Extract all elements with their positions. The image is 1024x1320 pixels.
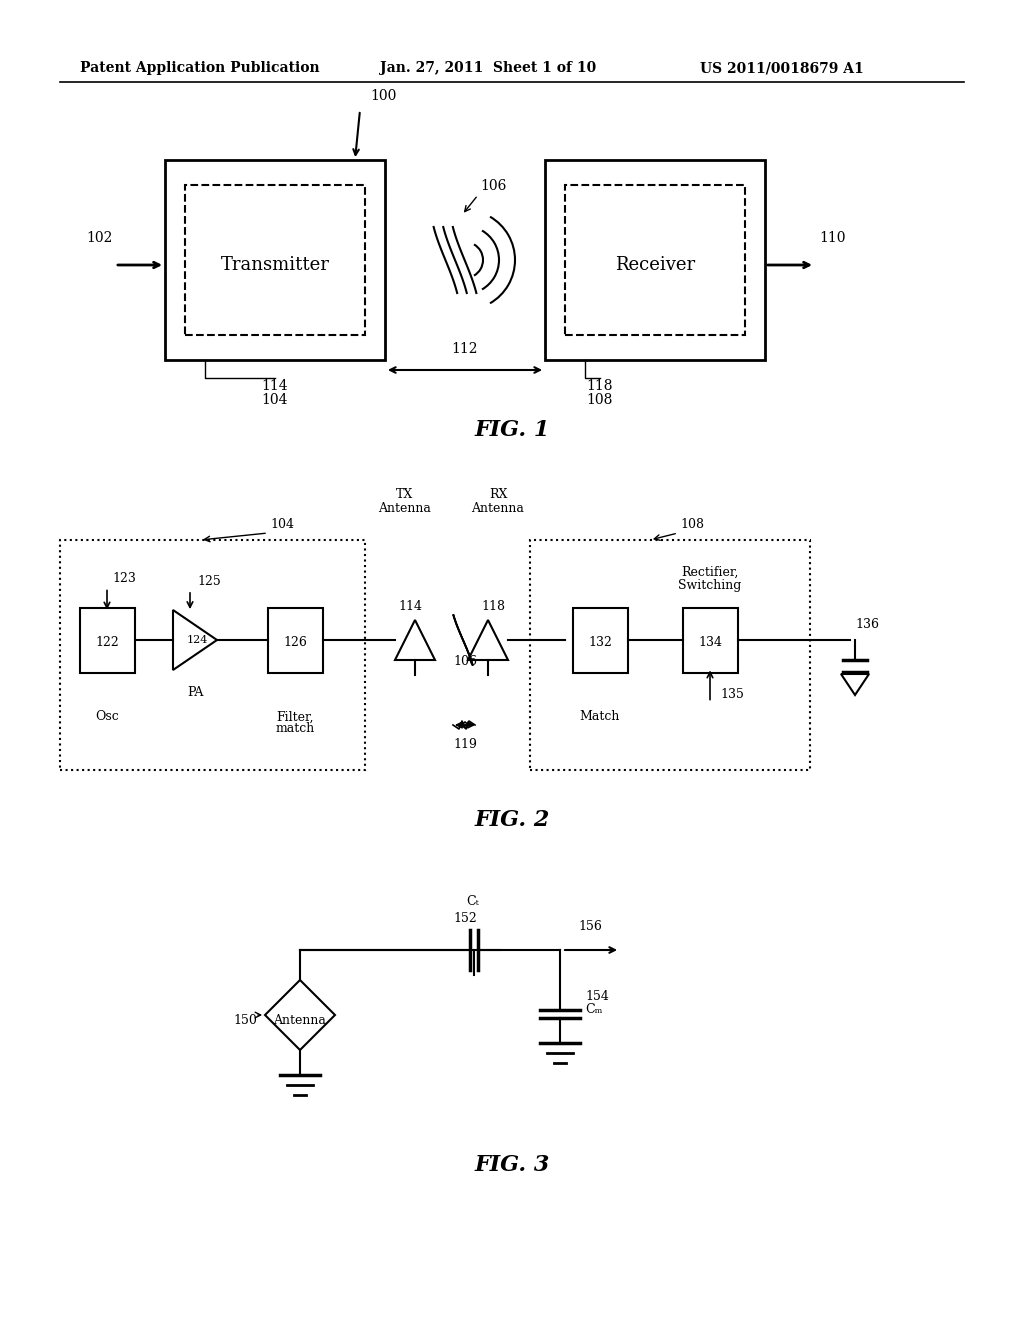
Bar <box>80 607 134 672</box>
Text: Switching: Switching <box>678 579 741 591</box>
Text: 106: 106 <box>453 655 477 668</box>
Polygon shape <box>265 979 335 1049</box>
Text: 152: 152 <box>454 912 477 925</box>
FancyBboxPatch shape <box>545 160 765 360</box>
Text: 118: 118 <box>481 601 505 612</box>
Polygon shape <box>173 610 217 671</box>
Text: 108: 108 <box>680 517 705 531</box>
Text: match: match <box>275 722 314 735</box>
Text: 108: 108 <box>587 393 613 407</box>
Text: Jan. 27, 2011  Sheet 1 of 10: Jan. 27, 2011 Sheet 1 of 10 <box>380 61 596 75</box>
Polygon shape <box>841 675 869 696</box>
Text: Osc: Osc <box>95 710 119 723</box>
Text: 122: 122 <box>95 636 119 649</box>
Text: 112: 112 <box>452 342 478 356</box>
Text: Antenna: Antenna <box>472 502 524 515</box>
Text: Match: Match <box>580 710 621 723</box>
Bar <box>572 607 628 672</box>
Text: Transmitter: Transmitter <box>220 256 330 275</box>
Text: 106: 106 <box>480 180 507 193</box>
Text: 124: 124 <box>186 635 208 645</box>
Text: Rectifier,: Rectifier, <box>681 566 738 579</box>
Text: Receiver: Receiver <box>615 256 695 275</box>
FancyBboxPatch shape <box>165 160 385 360</box>
Text: 119: 119 <box>453 738 477 751</box>
Text: 118: 118 <box>587 379 613 393</box>
Text: Antenna: Antenna <box>379 502 431 515</box>
Text: Cₜ: Cₜ <box>467 895 479 908</box>
Bar <box>185 185 365 335</box>
Text: FIG. 2: FIG. 2 <box>474 809 550 832</box>
Text: RX: RX <box>488 488 507 502</box>
Text: 135: 135 <box>720 688 743 701</box>
Text: 150: 150 <box>233 1014 257 1027</box>
Text: 100: 100 <box>370 88 396 103</box>
Text: TX: TX <box>396 488 414 502</box>
Text: 110: 110 <box>820 231 846 246</box>
Text: FIG. 3: FIG. 3 <box>474 1154 550 1176</box>
Text: 154: 154 <box>585 990 609 1003</box>
Text: 114: 114 <box>398 601 422 612</box>
Text: 102: 102 <box>87 231 114 246</box>
Text: Cₘ: Cₘ <box>585 1003 602 1016</box>
Text: 104: 104 <box>262 393 288 407</box>
Bar <box>60 540 365 770</box>
Polygon shape <box>395 620 435 660</box>
Text: Filter,: Filter, <box>276 710 313 723</box>
Text: Patent Application Publication: Patent Application Publication <box>80 61 319 75</box>
Bar <box>683 607 737 672</box>
Bar <box>267 607 323 672</box>
Text: 123: 123 <box>112 573 136 586</box>
Polygon shape <box>468 620 508 660</box>
Bar <box>530 540 810 770</box>
Text: 136: 136 <box>855 618 879 631</box>
Text: 132: 132 <box>588 636 612 649</box>
Text: Antenna: Antenna <box>273 1014 327 1027</box>
Text: 126: 126 <box>283 636 307 649</box>
Text: FIG. 1: FIG. 1 <box>474 418 550 441</box>
Text: 104: 104 <box>270 517 294 531</box>
Text: 125: 125 <box>197 576 221 587</box>
Text: 156: 156 <box>579 920 602 933</box>
Text: 114: 114 <box>262 379 289 393</box>
Text: PA: PA <box>186 686 203 700</box>
Text: US 2011/0018679 A1: US 2011/0018679 A1 <box>700 61 864 75</box>
Bar <box>565 185 745 335</box>
Text: 134: 134 <box>698 636 722 649</box>
